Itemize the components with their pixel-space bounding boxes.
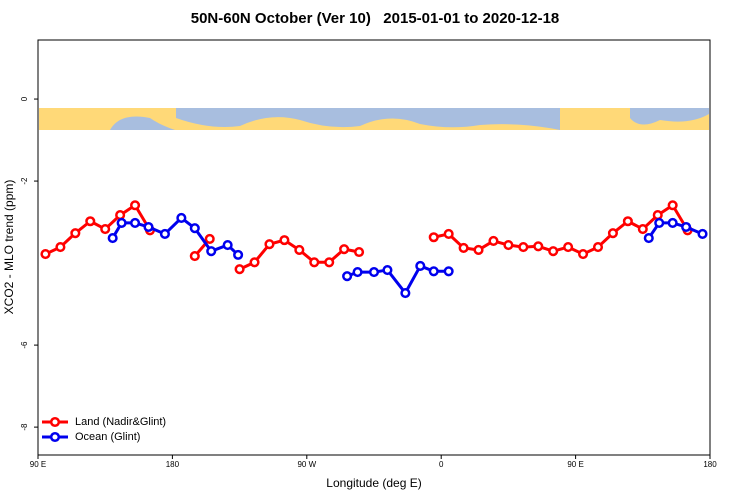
data-point xyxy=(294,244,305,256)
data-point xyxy=(352,267,363,278)
data-point xyxy=(40,249,51,260)
data-point xyxy=(637,223,648,235)
data-point xyxy=(533,241,544,252)
data-point xyxy=(249,257,260,268)
data-point xyxy=(234,264,245,275)
data-point xyxy=(204,233,215,244)
data-point xyxy=(697,228,708,240)
x-tick-label: 180 xyxy=(703,460,717,469)
data-point xyxy=(578,249,589,260)
world-map-band xyxy=(39,108,709,130)
y-tick-label: -2 xyxy=(20,177,29,185)
data-point xyxy=(159,228,170,240)
data-point xyxy=(130,200,141,211)
data-point xyxy=(368,267,380,278)
data-point xyxy=(107,233,118,244)
y-axis-label: XCO2 - MLO trend (ppm) xyxy=(2,180,16,315)
x-tick-label: 0 xyxy=(439,460,444,469)
data-point xyxy=(264,239,275,250)
data-point xyxy=(342,271,353,282)
y-tick-label: 0 xyxy=(20,96,29,101)
data-point xyxy=(607,228,618,239)
data-point xyxy=(503,239,514,251)
data-point xyxy=(70,228,81,239)
x-tick-label: 180 xyxy=(166,460,180,469)
data-point xyxy=(189,223,200,234)
y-tick-label: -8 xyxy=(20,423,29,431)
x-tick-label: 90 W xyxy=(297,460,316,469)
data-point xyxy=(85,216,96,227)
data-point xyxy=(233,249,244,260)
data-point xyxy=(400,287,411,299)
data-point xyxy=(667,217,678,228)
legend-marker xyxy=(49,416,61,428)
data-point xyxy=(428,266,439,277)
data-point xyxy=(130,217,141,228)
data-point xyxy=(116,217,127,228)
data-point xyxy=(458,242,469,253)
data-point xyxy=(654,217,665,228)
data-point xyxy=(652,210,663,221)
y-tick-label: -6 xyxy=(20,341,29,349)
data-point xyxy=(206,246,217,257)
data-point xyxy=(279,235,290,246)
x-tick-label: 90 E xyxy=(30,460,46,469)
data-point xyxy=(473,244,484,256)
data-point xyxy=(428,232,439,243)
legend-marker xyxy=(49,431,61,443)
data-point xyxy=(100,223,111,235)
data-point xyxy=(382,265,393,276)
chart-title: 50N-60N October (Ver 10) 2015-01-01 to 2… xyxy=(191,10,560,27)
data-point xyxy=(667,200,678,211)
data-point xyxy=(643,233,654,244)
x-axis-label: Longitude (deg E) xyxy=(326,476,421,490)
data-point xyxy=(115,210,126,221)
data-point xyxy=(622,216,633,227)
data-point xyxy=(443,266,454,277)
data-point xyxy=(143,221,154,233)
data-point xyxy=(488,235,499,246)
x-tick-label: 90 E xyxy=(567,460,583,469)
data-point xyxy=(339,244,350,255)
data-point xyxy=(55,242,66,253)
data-point xyxy=(563,242,574,253)
data-point xyxy=(354,246,365,258)
data-point xyxy=(189,251,200,262)
data-point xyxy=(681,221,692,233)
data-point xyxy=(415,260,426,272)
data-point xyxy=(592,242,604,253)
data-point xyxy=(443,228,454,240)
series-line xyxy=(44,203,689,271)
legend-label: Land (Nadir&Glint) xyxy=(75,416,166,428)
plot-frame xyxy=(37,39,711,456)
data-point xyxy=(309,257,320,268)
data-point xyxy=(176,212,187,224)
legend-label: Ocean (Glint) xyxy=(75,431,140,443)
data-point xyxy=(548,246,559,257)
data-point xyxy=(324,257,335,268)
data-point xyxy=(518,242,529,253)
data-point xyxy=(222,239,233,251)
